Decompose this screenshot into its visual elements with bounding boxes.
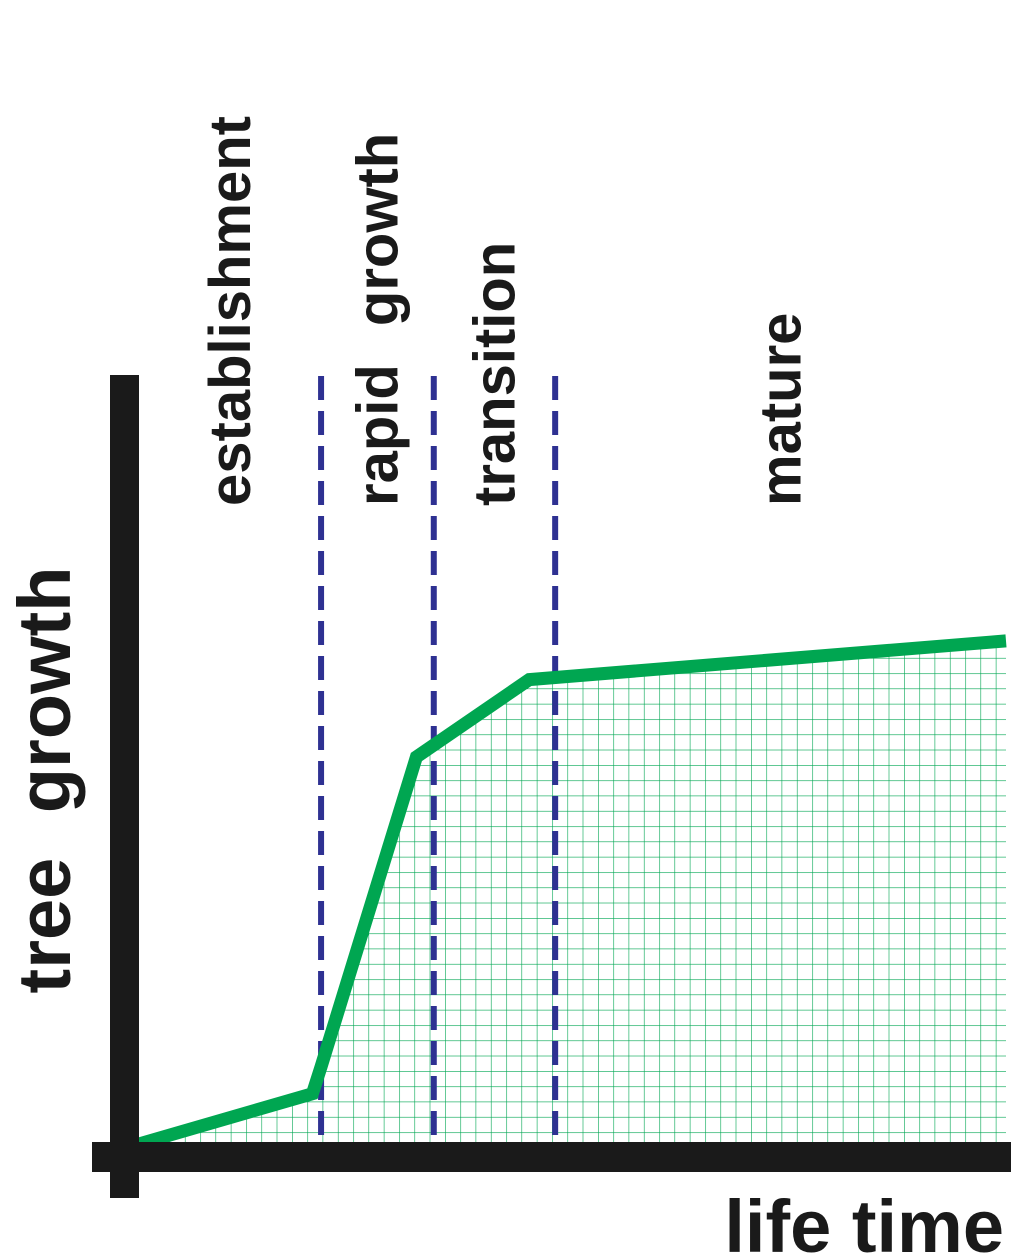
stage-dividers: [318, 376, 559, 1142]
stage-label-transition: transition: [463, 242, 528, 506]
y-axis-label: tree growth: [3, 567, 86, 994]
stage-label-establishment: establishment: [198, 116, 263, 506]
x-axis-label: life time: [724, 1185, 1004, 1260]
stage-label-mature: mature: [749, 313, 814, 506]
growth-curve-line: [137, 634, 1007, 1151]
stage-labels: establishment rapid growth transition matur…: [198, 116, 814, 506]
y-axis-line: [110, 375, 139, 1198]
growth-area-fill: [139, 640, 1006, 1144]
stage-label-rapid-growth: rapid growth: [345, 133, 410, 506]
x-axis-line: [92, 1142, 1011, 1172]
